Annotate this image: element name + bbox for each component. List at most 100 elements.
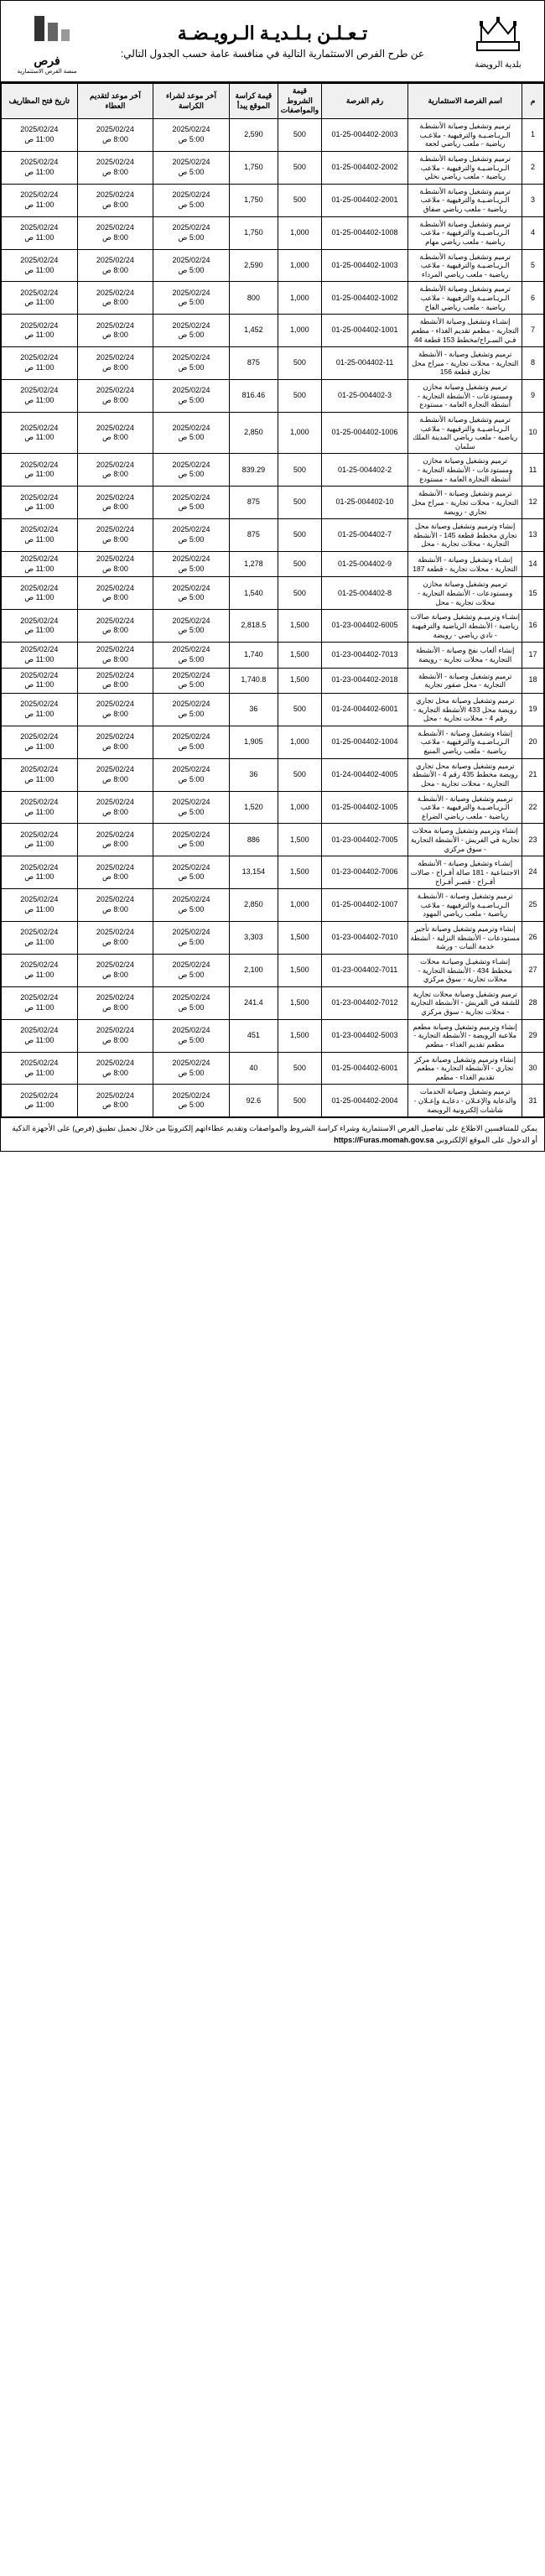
cell-sale-date: 2025/02/24 5:00 ص — [153, 954, 230, 986]
cell-doc: 1,500 — [278, 643, 322, 668]
cell-num: 01-25-004402-8 — [321, 577, 408, 610]
cell-bid-date: 2025/02/24 8:00 ص — [77, 412, 153, 454]
cell-doc: 1,000 — [278, 791, 322, 824]
cell-bid-date: 2025/02/24 8:00 ص — [77, 315, 153, 347]
cell-name: ترميم وتشغيل وصيانة الأنشطـة الـريـاضـيـ… — [408, 151, 522, 184]
cell-open-date: 2025/02/24 11:00 ص — [2, 922, 78, 955]
cell-bid-date: 2025/02/24 8:00 ص — [77, 610, 153, 643]
table-row: 19ترميم وتشغيل وصيانة محل تجاري رويضة مح… — [2, 693, 544, 726]
table-row: 18ترميم وتشغيل وصيانة - الأنشطة التجارية… — [2, 668, 544, 693]
table-row: 1ترميم وتشغيل وصيانة الأنشطـة الـريـاضـي… — [2, 119, 544, 152]
cell-kar: 875 — [229, 347, 278, 380]
table-row: 3ترميم وتشغيل وصيانة الأنشطـة الـريـاضـي… — [2, 184, 544, 216]
cell-open-date: 2025/02/24 11:00 ص — [2, 552, 78, 577]
table-header-row: م اسم الفرصة الاستثمارية رقم الفرصة قيمة… — [2, 84, 544, 119]
cell-doc: 500 — [278, 151, 322, 184]
cell-kar: 886 — [229, 824, 278, 856]
cell-kar: 1,740.8 — [229, 668, 278, 693]
cell-m: 6 — [522, 282, 544, 315]
cell-m: 25 — [522, 889, 544, 922]
cell-num: 01-25-004402-2004 — [321, 1085, 408, 1117]
cell-num: 01-23-004402-7011 — [321, 954, 408, 986]
cell-num: 01-23-004402-2018 — [321, 668, 408, 693]
cell-m: 7 — [522, 315, 544, 347]
cell-open-date: 2025/02/24 11:00 ص — [2, 668, 78, 693]
cell-open-date: 2025/02/24 11:00 ص — [2, 889, 78, 922]
cell-num: 01-24-004402-6001 — [321, 693, 408, 726]
cell-doc: 500 — [278, 552, 322, 577]
cell-kar: 2,850 — [229, 412, 278, 454]
col-kar: قيمة كراسة الموقع يبدأ — [229, 84, 278, 119]
cell-name: ترميم وتشغيل وصيانة - الأنشطة التجارية -… — [408, 668, 522, 693]
cell-name: ترميم وتشغيل وصيانة مخازن ومستودعات - ال… — [408, 380, 522, 413]
cell-sale-date: 2025/02/24 5:00 ص — [153, 889, 230, 922]
cell-bid-date: 2025/02/24 8:00 ص — [77, 1085, 153, 1117]
cell-num: 01-25-004402-6001 — [321, 1052, 408, 1085]
cell-name: ترميم وتشغيل وصيانة - الأنشطـة الـريـاضـ… — [408, 889, 522, 922]
cell-doc: 1,500 — [278, 668, 322, 693]
cell-num: 01-25-004402-2001 — [321, 184, 408, 216]
table-row: 9ترميم وتشغيل وصيانة مخازن ومستودعات - ا… — [2, 380, 544, 413]
table-row: 8ترميم وتشغيل وصيانة - الأنشطة التجارية … — [2, 347, 544, 380]
cell-kar: 1,750 — [229, 184, 278, 216]
cell-m: 18 — [522, 668, 544, 693]
cell-doc: 500 — [278, 577, 322, 610]
cell-open-date: 2025/02/24 11:00 ص — [2, 519, 78, 552]
cell-open-date: 2025/02/24 11:00 ص — [2, 610, 78, 643]
cell-open-date: 2025/02/24 11:00 ص — [2, 954, 78, 986]
cell-num: 01-25-004402-10 — [321, 487, 408, 519]
cell-name: إنشاء وترميم وتشغيل وصيانة محلات تجارية … — [408, 824, 522, 856]
cell-sale-date: 2025/02/24 5:00 ص — [153, 315, 230, 347]
cell-name: إنشاء وترميم وتشغيل وصيانة محل تجاري مخط… — [408, 519, 522, 552]
cell-sale-date: 2025/02/24 5:00 ص — [153, 1019, 230, 1052]
cell-open-date: 2025/02/24 11:00 ص — [2, 380, 78, 413]
municipality-name: بلدية الرويضة — [473, 60, 523, 70]
cell-bid-date: 2025/02/24 8:00 ص — [77, 119, 153, 152]
cell-num: 01-25-004402-2003 — [321, 119, 408, 152]
cell-kar: 1,452 — [229, 315, 278, 347]
page-container: بلدية الرويضة تـعـلـن بـلـديـة الـرويـضـ… — [0, 0, 545, 1152]
cell-kar: 1,540 — [229, 577, 278, 610]
furas-label: فرص — [18, 54, 77, 68]
table-row: 4ترميم وتشغيل وصيانة الأنشطـة الـريـاضـي… — [2, 216, 544, 249]
cell-m: 22 — [522, 791, 544, 824]
cell-doc: 500 — [278, 380, 322, 413]
cell-kar: 1,740 — [229, 643, 278, 668]
cell-open-date: 2025/02/24 11:00 ص — [2, 184, 78, 216]
cell-num: 01-24-004402-4005 — [321, 758, 408, 791]
cell-name: ترميم وتشغيل وصيانة الخدمات والدعاية وال… — [408, 1085, 522, 1117]
cell-doc: 1,000 — [278, 282, 322, 315]
cell-name: ترميم وتشغيل وصيانة - الأنشطة التجارية -… — [408, 347, 522, 380]
cell-name: ترميم وتشغيل وصيانة - الأنشطـة الـريـاضـ… — [408, 791, 522, 824]
crown-logo-icon — [473, 13, 523, 59]
cell-kar: 13,154 — [229, 856, 278, 889]
table-row: 10ترميم وتشغيل وصيانة الأنشطـة الـريـاضـ… — [2, 412, 544, 454]
page-footer: يمكن للمتنافسين الاطلاع على تفاصيل الفرص… — [1, 1117, 544, 1151]
table-row: 16إنشـاء وترميـم وتشغيل وصيانة صالات ريا… — [2, 610, 544, 643]
cell-name: ترميم وتشغيل وصيانة محل تجاري رويضة محل … — [408, 693, 522, 726]
cell-sale-date: 2025/02/24 5:00 ص — [153, 1085, 230, 1117]
cell-m: 16 — [522, 610, 544, 643]
cell-kar: 2,590 — [229, 119, 278, 152]
table-row: 22ترميم وتشغيل وصيانة - الأنشطـة الـريـا… — [2, 791, 544, 824]
cell-num: 01-25-004402-1006 — [321, 412, 408, 454]
cell-open-date: 2025/02/24 11:00 ص — [2, 151, 78, 184]
cell-name: ترميم وتشغيل وصيانة - الأنشطة التجارية -… — [408, 487, 522, 519]
cell-num: 01-25-004402-1002 — [321, 282, 408, 315]
cell-m: 26 — [522, 922, 544, 955]
cell-sale-date: 2025/02/24 5:00 ص — [153, 643, 230, 668]
cell-kar: 451 — [229, 1019, 278, 1052]
cell-bid-date: 2025/02/24 8:00 ص — [77, 758, 153, 791]
cell-m: 10 — [522, 412, 544, 454]
cell-m: 29 — [522, 1019, 544, 1052]
table-row: 13إنشاء وترميم وتشغيل وصيانة محل تجاري م… — [2, 519, 544, 552]
cell-sale-date: 2025/02/24 5:00 ص — [153, 216, 230, 249]
cell-name: إنشاء وترميم وتشغيل وصيانة مركز تجاري - … — [408, 1052, 522, 1085]
cell-doc: 1,000 — [278, 315, 322, 347]
table-body: 1ترميم وتشغيل وصيانة الأنشطـة الـريـاضـي… — [2, 119, 544, 1117]
cell-kar: 1,278 — [229, 552, 278, 577]
table-row: 14إنشـاء وتشغيل وصيانة - الأنشطة التجاري… — [2, 552, 544, 577]
cell-m: 9 — [522, 380, 544, 413]
cell-open-date: 2025/02/24 11:00 ص — [2, 824, 78, 856]
table-row: 31ترميم وتشغيل وصيانة الخدمات والدعاية و… — [2, 1085, 544, 1117]
